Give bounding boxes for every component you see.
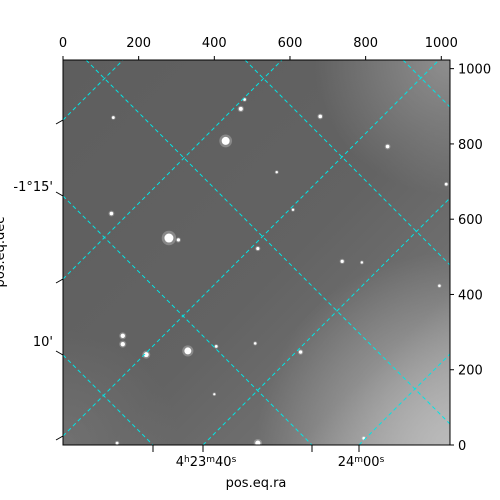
star (385, 144, 390, 149)
grid-line-ra-5 (358, 353, 450, 445)
star (362, 436, 366, 440)
x-pixel-tick-label: 1000 (425, 36, 458, 51)
x-pixel-tick-label: 0 (59, 36, 67, 51)
star (120, 333, 125, 339)
x-pixel-tick-label: 800 (353, 36, 378, 51)
y-pixel-tick-label: 1000 (458, 63, 491, 78)
star (184, 347, 192, 355)
grid-line-dec-1 (85, 60, 450, 425)
star (444, 182, 448, 186)
star (214, 344, 218, 348)
star (253, 342, 257, 345)
dec-tick-mark (55, 350, 64, 356)
star (213, 393, 216, 396)
star (238, 106, 243, 111)
y-pixel-tick-label: 800 (458, 138, 483, 153)
grid-line-ra-2 (63, 60, 283, 280)
ra-world-ticks (152, 445, 360, 452)
grid-line-dec-4 (63, 195, 313, 445)
x-axis-label: pos.eq.ra (226, 476, 287, 491)
star (120, 341, 125, 347)
star (115, 441, 119, 445)
star (298, 350, 303, 354)
star (255, 440, 261, 445)
star (275, 170, 278, 174)
star (318, 114, 323, 119)
ra-tick-label-1: 4h23m40s (176, 455, 237, 470)
star (360, 261, 364, 264)
x-pixel-tick-label: 200 (126, 36, 151, 51)
y-pixel-tick-label: 400 (458, 288, 483, 303)
star (176, 238, 180, 242)
plot-frame (62, 59, 451, 446)
star (256, 246, 260, 251)
coordinate-grid (63, 60, 450, 445)
star (340, 259, 344, 263)
ra-tick-label-2: 24m00s (338, 455, 385, 470)
grid-line-ra-3 (63, 60, 124, 121)
right-pixel-axis: 0 200 400 600 800 1000 (450, 63, 491, 454)
y-pixel-tick-label: 0 (458, 439, 466, 454)
top-pixel-axis: 0 200 400 600 800 1000 (59, 36, 458, 60)
dec-tick-mark (55, 119, 64, 125)
star (111, 116, 115, 119)
star (164, 233, 174, 243)
x-pixel-tick-label: 400 (202, 36, 227, 51)
star (221, 136, 230, 145)
dec-tick-mark (55, 435, 64, 441)
y-pixel-tick-label: 200 (458, 364, 483, 379)
grid-line-ra-1 (63, 60, 440, 437)
dec-tick-mark (55, 191, 64, 197)
grid-line-ra-4 (202, 197, 450, 445)
plot-area (63, 60, 450, 445)
x-pixel-tick-label: 600 (278, 36, 303, 51)
grid-line-dec-2 (244, 60, 450, 266)
dec-tick-label-2: 10' (33, 335, 53, 350)
star (109, 211, 114, 216)
y-pixel-tick-label: 600 (458, 213, 483, 228)
star (143, 352, 149, 358)
dec-world-ticks (55, 119, 64, 441)
sky-glow-bottom-left (63, 60, 450, 445)
dec-tick-mark (55, 278, 64, 284)
grid-line-dec-5 (63, 354, 154, 445)
star (438, 284, 441, 288)
y-axis-label: pos.eq.dec (0, 217, 8, 288)
star (291, 208, 295, 211)
dec-tick-label-1: -1°15' (13, 180, 53, 195)
